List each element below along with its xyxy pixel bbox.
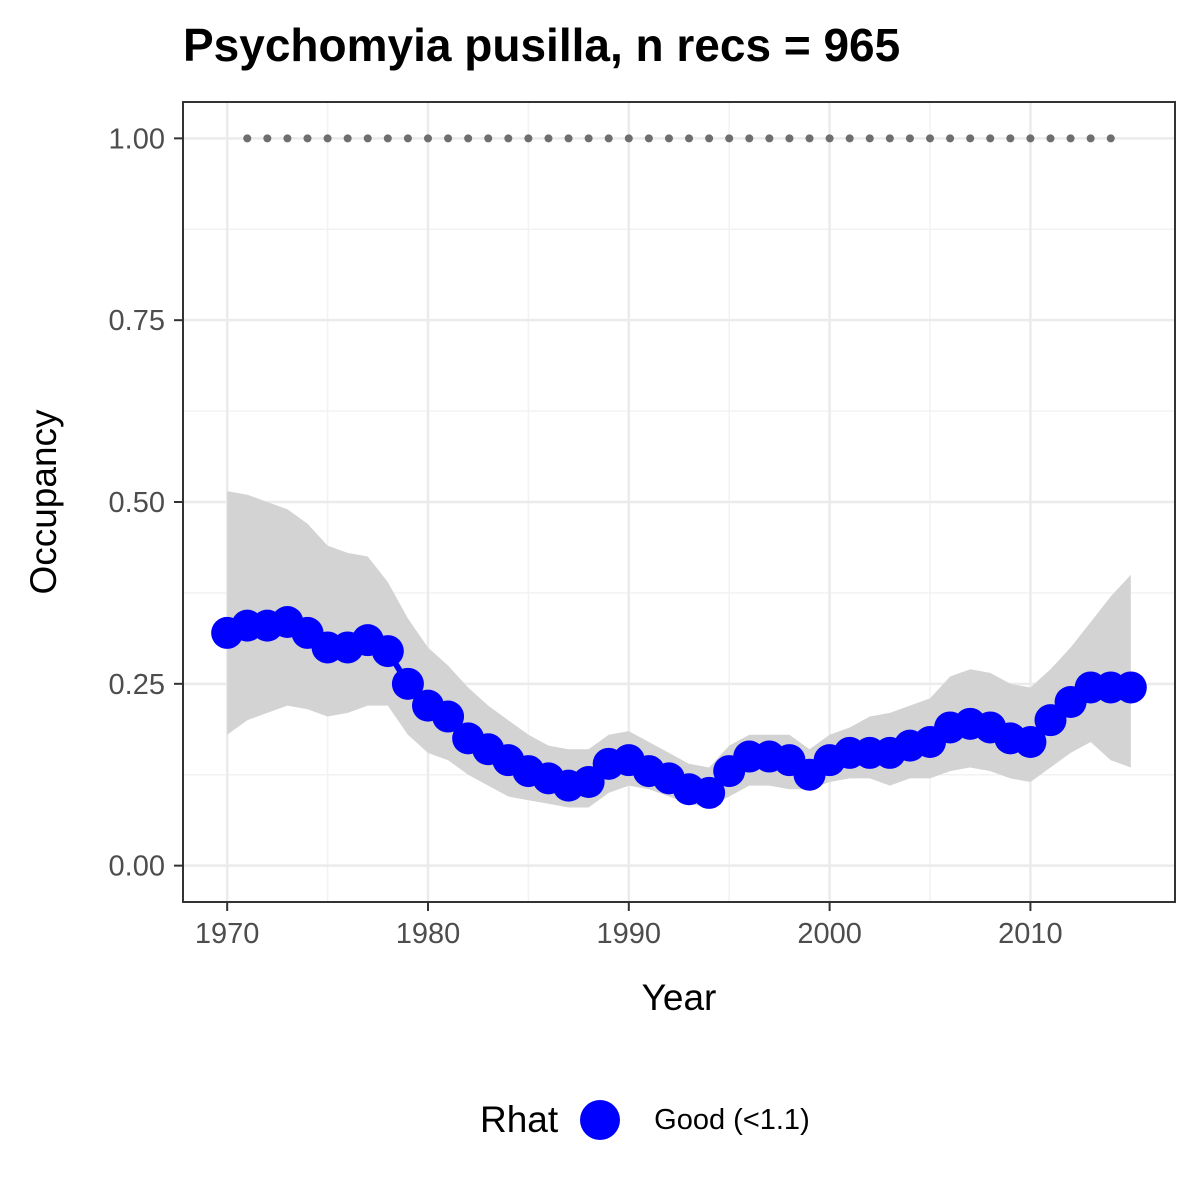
occupancy-point	[693, 776, 726, 809]
reference-dot	[524, 134, 533, 143]
reference-dot	[1006, 134, 1015, 143]
x-tick-label: 1980	[396, 918, 461, 950]
x-tick-label: 1970	[195, 918, 260, 950]
reference-dot	[986, 134, 995, 143]
reference-dot	[1026, 134, 1035, 143]
reference-dot	[343, 134, 352, 143]
y-tick-label: 1.00	[109, 123, 165, 155]
reference-dot	[805, 134, 814, 143]
reference-dot	[363, 134, 372, 143]
occupancy-point	[391, 667, 424, 700]
x-tick-label: 1990	[597, 918, 662, 950]
x-tick-label: 2000	[797, 918, 862, 950]
reference-dot	[544, 134, 553, 143]
reference-dot	[1066, 134, 1075, 143]
reference-dot	[283, 134, 292, 143]
reference-dot	[584, 134, 593, 143]
reference-dot	[926, 134, 935, 143]
reference-dot	[444, 134, 453, 143]
reference-dot	[966, 134, 975, 143]
reference-dot	[243, 134, 252, 143]
occupancy-point	[432, 700, 465, 733]
reference-dot	[664, 134, 673, 143]
legend: Rhat Good (<1.1)	[480, 1090, 810, 1150]
x-axis-title: Year	[642, 977, 717, 1018]
reference-dot	[263, 134, 272, 143]
reference-dot	[825, 134, 834, 143]
legend-key-good	[580, 1100, 621, 1140]
reference-dot	[765, 134, 774, 143]
reference-dot	[1046, 134, 1055, 143]
x-tick-label: 2010	[998, 918, 1063, 950]
reference-dot	[403, 134, 412, 143]
reference-dot	[423, 134, 432, 143]
reference-dot	[865, 134, 874, 143]
reference-dot	[624, 134, 633, 143]
reference-dot	[484, 134, 493, 143]
y-tick-label: 0.50	[109, 487, 165, 519]
reference-dot	[725, 134, 734, 143]
reference-dot	[745, 134, 754, 143]
y-tick-label: 0.00	[109, 851, 165, 883]
reference-dot	[644, 134, 653, 143]
reference-dot	[303, 134, 312, 143]
occupancy-point	[1114, 671, 1147, 704]
reference-dot	[685, 134, 694, 143]
y-axis-title: Occupancy	[23, 409, 64, 595]
reference-dot	[323, 134, 332, 143]
reference-dot	[1106, 134, 1115, 143]
reference-dot	[383, 134, 392, 143]
occupancy-points	[211, 606, 1147, 809]
y-tick-label: 0.75	[109, 305, 165, 337]
legend-title: Rhat	[480, 1099, 559, 1140]
reference-dot	[785, 134, 794, 143]
reference-dot	[705, 134, 714, 143]
chart-title: Psychomyia pusilla, n recs = 965	[183, 19, 901, 71]
reference-dot	[845, 134, 854, 143]
reference-dot	[1086, 134, 1095, 143]
reference-dot	[905, 134, 914, 143]
reference-dot	[946, 134, 955, 143]
reference-dotted-line	[243, 134, 1115, 143]
reference-dot	[464, 134, 473, 143]
axes: 1970 1980 1990 2000 2010 0.00 0.25 0.50 0.75 1.00	[109, 123, 1063, 950]
legend-label-good: Good (<1.1)	[654, 1103, 810, 1136]
reference-dot	[504, 134, 513, 143]
reference-dot	[604, 134, 613, 143]
occupancy-point	[1014, 726, 1047, 758]
reference-dot	[885, 134, 894, 143]
y-tick-label: 0.25	[109, 669, 165, 701]
reference-dot	[564, 134, 573, 143]
occupancy-point	[371, 635, 404, 668]
